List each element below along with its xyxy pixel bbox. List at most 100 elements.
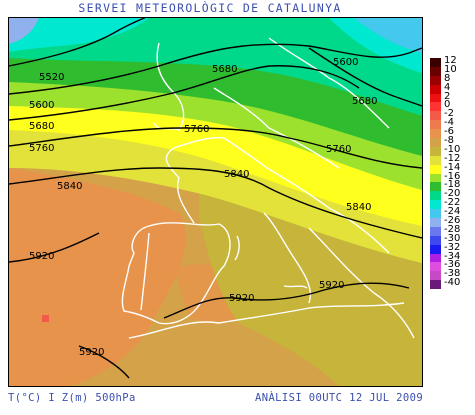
legend-label: -20 (444, 188, 461, 200)
contour-label: 5840 (57, 181, 82, 192)
legend-swatch (430, 280, 441, 290)
contour-5760 (9, 127, 422, 169)
legend-row: 12 (430, 55, 475, 67)
legend-swatch (430, 138, 441, 147)
italy-coastline (263, 212, 311, 304)
legend-swatch (430, 209, 441, 219)
legend-swatch (430, 262, 441, 272)
contour-label: 5600 (333, 57, 358, 68)
legend-swatch (430, 120, 441, 130)
legend-label: -18 (444, 179, 461, 191)
legend-swatch (430, 129, 441, 139)
legend-row: -28 (430, 223, 475, 236)
legend-label: -40 (444, 277, 461, 289)
temperature-band-cyan (9, 18, 149, 52)
legend-swatch (430, 191, 441, 201)
contour-label: 5920 (319, 280, 344, 291)
legend-row: -24 (430, 207, 475, 219)
legend-label: 10 (444, 63, 457, 75)
contour-5600 (9, 43, 422, 95)
france-coastline (165, 136, 225, 224)
legend-label: -38 (444, 268, 461, 280)
legend-label: -6 (444, 126, 454, 138)
legend-label: -8 (444, 135, 454, 147)
weather-map: 5520 5600 5680 5760 5840 5920 5680 5600 … (9, 18, 422, 386)
legend-swatch (430, 102, 441, 112)
legend-label: -32 (444, 241, 461, 253)
temperature-band-lavender (9, 18, 39, 44)
footer-analysis-time: ANÀLISI 00UTC 12 JUL 2009 (255, 392, 424, 404)
legend-label: -16 (444, 170, 461, 182)
legend-label: -34 (444, 250, 461, 262)
legend-swatch (430, 84, 441, 94)
legend-row: -6 (430, 126, 475, 139)
contour-label: 5920 (29, 251, 54, 262)
legend-label: 4 (444, 81, 451, 93)
sicily-coastline (283, 285, 308, 289)
coastlines (121, 37, 415, 339)
map-title: SERVEI METEOROLÒGIC DE CATALUNYA (78, 1, 342, 15)
legend-swatch (430, 226, 441, 236)
contour-label: 5600 (29, 100, 54, 111)
legend-swatch (430, 111, 441, 121)
contour-label: 5840 (224, 169, 249, 180)
legend-label: -28 (444, 223, 461, 235)
temperature-band-yellow (9, 103, 422, 226)
corsica-sardinia (234, 235, 240, 261)
legend-swatch (430, 75, 441, 85)
contour-label: 5520 (39, 72, 64, 83)
legend-row: -26 (430, 215, 475, 227)
contour-label: 5920 (79, 347, 104, 358)
contour-5680-west (9, 65, 360, 121)
legend-swatch (430, 93, 441, 103)
legend-row: 0 (430, 99, 475, 112)
legend-swatch (430, 200, 441, 210)
temperature-warm-spot (42, 315, 49, 322)
legend-label: -26 (444, 215, 461, 227)
temperature-legend: 12 10 8 4 2 0 -2 -4 -6 -8 -10 -12 -14 -16 -18 -20 -22 -24… (430, 55, 475, 290)
legend-row: -2 (430, 108, 475, 121)
legend-row: -30 (430, 233, 475, 245)
temperature-band-olive (199, 183, 422, 386)
contour-label: 5840 (346, 202, 371, 213)
contour-5840 (9, 167, 422, 239)
legend-label: -36 (444, 259, 461, 271)
legend-label: -10 (444, 143, 461, 155)
legend-row: -34 (430, 250, 475, 263)
legend-row: -12 (430, 153, 475, 165)
legend-swatch (430, 173, 441, 183)
temperature-band-light-green (9, 80, 422, 190)
legend-swatch (430, 244, 441, 254)
map-panel: 5520 5600 5680 5760 5840 5920 5680 5600 … (8, 17, 423, 387)
legend-label: 2 (444, 90, 451, 102)
iberia-coastline (121, 222, 231, 325)
temperature-band-green (9, 56, 422, 156)
legend-row: 10 (430, 63, 475, 76)
legend-swatch (430, 253, 441, 263)
contour-label: 5920 (229, 293, 254, 304)
legend-row: -20 (430, 188, 475, 201)
legend-swatch (430, 146, 441, 156)
legend-label: -22 (444, 197, 461, 209)
legend-row: -10 (430, 143, 475, 156)
legend-label: -14 (444, 161, 461, 173)
legend-row: -4 (430, 117, 475, 130)
legend-label: 0 (444, 99, 451, 111)
legend-row: -22 (430, 197, 475, 210)
spain-portugal-border (140, 232, 150, 311)
contour-label: 5680 (352, 96, 377, 107)
legend-swatch (430, 155, 441, 165)
legend-swatch (430, 164, 441, 174)
temperature-band-blue-east (354, 18, 422, 53)
legend-swatch (430, 271, 441, 281)
legend-label: -2 (444, 108, 454, 120)
legend-label: -4 (444, 117, 454, 129)
legend-row: 2 (430, 90, 475, 103)
contour-labels: 5520 5600 5680 5760 5840 5920 5680 5600 … (29, 57, 377, 358)
contour-5920-south (78, 345, 130, 379)
legend-label: 12 (444, 55, 457, 66)
legend-swatch (430, 66, 441, 76)
contour-5680-east (308, 47, 422, 107)
geopotential-contours (9, 18, 422, 379)
legend-row: -36 (430, 259, 475, 272)
